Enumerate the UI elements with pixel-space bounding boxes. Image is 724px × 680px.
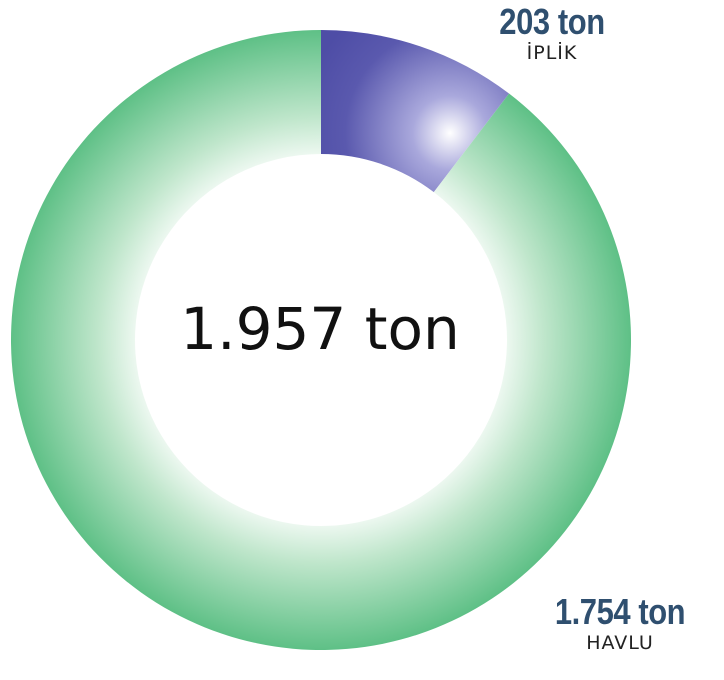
iplik-callout: 203 ton İPLİK [452, 4, 652, 63]
iplik-category-label: İPLİK [526, 42, 578, 64]
center-total-label: 1.957 ton [180, 295, 460, 363]
slice-havlu [10, 30, 632, 651]
iplik-value-label: 203 ton [499, 1, 605, 42]
havlu-value-label: 1.754 ton [554, 591, 686, 632]
havlu-category-label: HAVLU [586, 632, 654, 654]
havlu-callout: 1.754 ton HAVLU [520, 594, 720, 653]
slice-i-pli-k [321, 30, 510, 193]
donut-slices [10, 30, 632, 651]
